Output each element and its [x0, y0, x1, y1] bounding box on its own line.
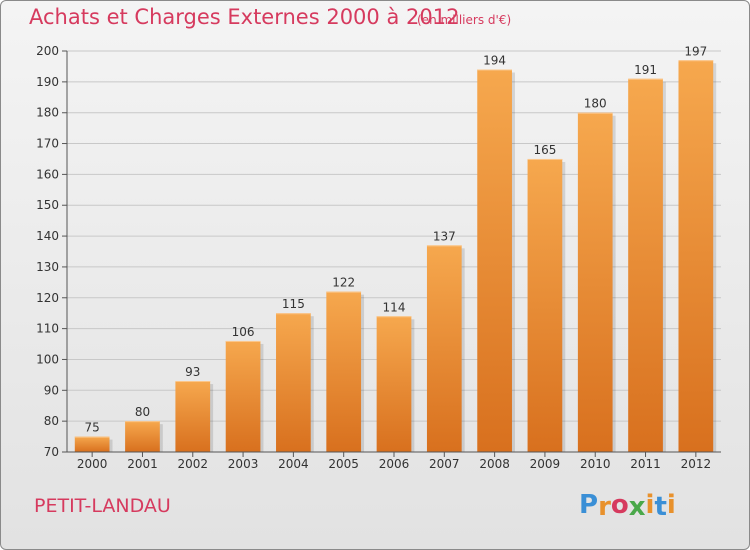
- bar-2003: [225, 340, 261, 452]
- bar-2000: [74, 436, 110, 452]
- x-tick-label: 2007: [429, 457, 460, 471]
- proxiti-logo: Proxiti: [579, 490, 676, 522]
- x-tick-label: 2010: [580, 457, 611, 471]
- x-tick-label: 2008: [479, 457, 510, 471]
- x-tick-label: 2011: [630, 457, 661, 471]
- data-label-2004: 115: [282, 297, 305, 311]
- x-tick-label: 2006: [379, 457, 410, 471]
- bar-2009: [527, 158, 563, 452]
- x-tick-label: 2012: [681, 457, 712, 471]
- data-label-2009: 165: [533, 143, 556, 157]
- data-label-2012: 197: [684, 44, 707, 58]
- data-label-2008: 194: [483, 54, 506, 68]
- bar-2007: [426, 245, 462, 452]
- data-label-2005: 122: [332, 276, 355, 290]
- y-tick-label: 130: [36, 260, 59, 274]
- chart-title: Achats et Charges Externes 2000 à 2012: [29, 5, 460, 29]
- bar-2001: [125, 421, 160, 452]
- y-tick-label: 150: [36, 198, 59, 212]
- bar-2005: [326, 291, 362, 452]
- x-tick-label: 2001: [127, 457, 158, 471]
- commune-name: PETIT-LANDAU: [34, 495, 171, 517]
- logo-letter: P: [579, 490, 599, 520]
- data-label-2000: 75: [85, 421, 100, 435]
- y-tick-label: 70: [44, 445, 59, 459]
- y-tick-label: 200: [36, 44, 59, 58]
- bar-2004: [276, 313, 311, 452]
- x-tick-label: 2009: [530, 457, 561, 471]
- data-label-2010: 180: [584, 97, 607, 111]
- y-tick-label: 140: [36, 229, 59, 243]
- y-tick-label: 120: [36, 291, 59, 305]
- data-label-2007: 137: [433, 229, 456, 243]
- y-tick-label: 190: [36, 75, 59, 89]
- data-label-2003: 106: [232, 325, 255, 339]
- x-tick-label: 2005: [328, 457, 359, 471]
- data-label-2001: 80: [135, 405, 150, 419]
- bar-2008: [477, 69, 512, 452]
- logo-letter: x: [628, 492, 646, 522]
- bar-2006: [376, 316, 412, 452]
- y-tick-label: 180: [36, 106, 59, 120]
- bar-2012: [678, 60, 714, 452]
- logo-letter: r: [598, 492, 611, 522]
- bar-2010: [577, 112, 613, 452]
- y-tick-label: 90: [44, 383, 59, 397]
- bars: [74, 60, 717, 452]
- axes: 7080901001101201301401501601701801902002…: [36, 44, 721, 471]
- data-label-2011: 191: [634, 63, 657, 77]
- x-tick-label: 2002: [177, 457, 208, 471]
- bar-2011: [628, 78, 663, 452]
- y-tick-label: 110: [36, 322, 59, 336]
- logo-letter: o: [610, 490, 629, 520]
- x-tick-label: 2000: [77, 457, 108, 471]
- logo-letter: i: [666, 490, 676, 520]
- x-tick-label: 2004: [278, 457, 309, 471]
- data-label-2006: 114: [383, 300, 406, 314]
- data-label-2002: 93: [185, 365, 200, 379]
- bar-2002: [175, 381, 211, 452]
- logo-letter: i: [645, 490, 655, 520]
- x-tick-label: 2003: [228, 457, 259, 471]
- logo-letter: t: [654, 492, 667, 522]
- y-tick-label: 80: [44, 414, 59, 428]
- y-tick-label: 170: [36, 137, 59, 151]
- y-tick-label: 160: [36, 167, 59, 181]
- data-labels: 75 80 93 106 115 122 114 137 194 165 180 191 197: [85, 44, 708, 434]
- y-tick-label: 100: [36, 352, 59, 366]
- chart-unit: (en milliers d'€): [417, 13, 512, 27]
